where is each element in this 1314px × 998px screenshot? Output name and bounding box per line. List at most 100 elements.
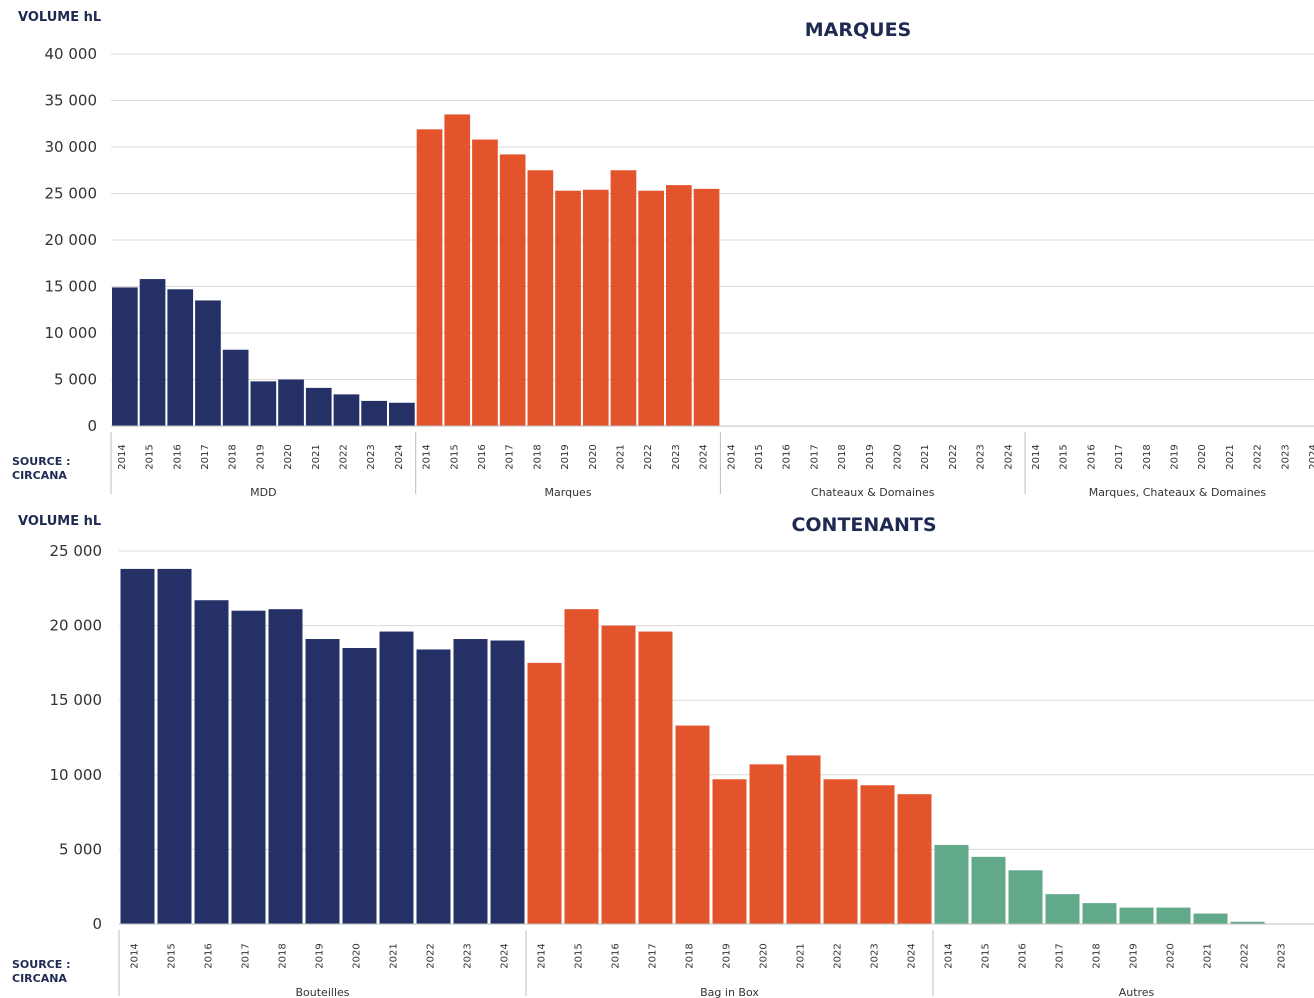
x-tick-label: 2015	[981, 943, 992, 968]
bar-autres-2015	[971, 856, 1006, 924]
y-tick-label: 25 000	[45, 185, 98, 203]
bar-marques-2016	[472, 139, 498, 426]
y-tick-label: 5 000	[54, 371, 97, 389]
x-tick-label: 2021	[1203, 943, 1214, 968]
x-tick-label: 2021	[920, 444, 931, 469]
group-label: Marques, Chateaux & Domaines	[1089, 486, 1267, 499]
x-tick-label: 2023	[463, 943, 474, 968]
x-tick-label: 2016	[1018, 943, 1029, 968]
bar-bouteilles-2022	[416, 649, 451, 924]
x-tick-label: 2016	[477, 444, 488, 469]
bar-bouteilles-2020	[342, 647, 377, 924]
bar-marques-2023	[666, 185, 692, 426]
x-tick-label: 2024	[394, 444, 405, 469]
x-tick-label: 2018	[278, 943, 289, 968]
bar-marques-2015	[444, 114, 471, 426]
x-tick-label: 2022	[426, 943, 437, 968]
bar-mdd-2021	[305, 387, 332, 426]
x-tick-label: 2014	[117, 444, 128, 469]
bar-marques-2022	[638, 190, 664, 426]
x-tick-label: 2017	[648, 943, 659, 968]
x-tick-label: 2016	[782, 444, 793, 469]
y-tick-label: 20 000	[45, 231, 98, 249]
x-tick-label: 2023	[1280, 444, 1291, 469]
y-tick-label: 20 000	[50, 617, 103, 635]
x-tick-label: 2023	[976, 444, 987, 469]
x-tick-label: 2021	[1225, 444, 1236, 469]
bar-bouteilles-2023	[453, 639, 488, 924]
x-tick-label: 2020	[588, 444, 599, 469]
group-label: Chateaux & Domaines	[811, 486, 935, 499]
y-tick-label: 5 000	[59, 840, 102, 858]
bar-mdd-2022	[333, 394, 360, 426]
x-tick-label: 2024	[699, 444, 710, 469]
x-tick-label: 2016	[611, 943, 622, 968]
bar-autres-2019	[1119, 907, 1154, 924]
x-tick-label: 2020	[759, 943, 770, 968]
x-tick-label: 2022	[948, 444, 959, 469]
bar-bag-in-box-2018	[675, 725, 710, 924]
bar-autres-2014	[934, 844, 969, 924]
chart1-title: MARQUES	[804, 19, 912, 41]
bar-bouteilles-2024	[490, 640, 525, 924]
x-tick-label: 2014	[944, 943, 955, 968]
x-tick-label: 2021	[796, 943, 807, 968]
chart2-source: SOURCE : CIRCANA	[12, 958, 71, 986]
x-tick-label: 2024	[907, 943, 918, 968]
x-tick-label: 2023	[870, 943, 881, 968]
bar-marques-2024	[693, 188, 720, 426]
x-tick-label: 2019	[722, 943, 733, 968]
group-label: Bouteilles	[296, 986, 350, 998]
y-tick-label: 10 000	[50, 766, 103, 784]
y-tick-label: 40 000	[45, 45, 98, 63]
x-tick-label: 2021	[311, 444, 322, 469]
group-label: MDD	[250, 486, 276, 499]
x-tick-label: 2014	[537, 943, 548, 968]
group-label: Bag in Box	[700, 986, 759, 998]
x-tick-label: 2019	[865, 444, 876, 469]
x-tick-label: 2015	[167, 943, 178, 968]
x-tick-label: 2015	[1059, 444, 1070, 469]
bar-bouteilles-2017	[231, 610, 266, 924]
x-tick-label: 2017	[809, 444, 820, 469]
x-tick-label: 2017	[505, 444, 516, 469]
x-tick-label: 2020	[1166, 943, 1177, 968]
chart2-source-name: CIRCANA	[12, 972, 67, 985]
x-tick-label: 2019	[1129, 943, 1140, 968]
x-tick-label: 2023	[366, 444, 377, 469]
bar-marques-2020	[582, 189, 609, 426]
bar-mdd-2017	[195, 300, 221, 426]
x-tick-label: 2019	[560, 444, 571, 469]
bar-bag-in-box-2019	[712, 779, 747, 924]
bar-bag-in-box-2023	[860, 785, 895, 924]
bar-bag-in-box-2021	[786, 755, 821, 924]
bar-mdd-2018	[222, 349, 249, 426]
x-tick-label: 2018	[532, 444, 543, 469]
x-tick-label: 2015	[754, 444, 765, 469]
chart1-source: SOURCE : CIRCANA	[12, 455, 71, 483]
x-tick-label: 2017	[1114, 444, 1125, 469]
x-tick-label: 2022	[643, 444, 654, 469]
x-tick-label: 2024	[500, 943, 511, 968]
bar-bag-in-box-2017	[638, 631, 673, 924]
bar-bag-in-box-2016	[601, 625, 636, 924]
x-tick-label: 2019	[255, 444, 266, 469]
y-tick-label: 15 000	[45, 278, 98, 296]
bar-bouteilles-2021	[379, 631, 414, 924]
x-tick-label: 2018	[1142, 444, 1153, 469]
x-tick-label: 2018	[1092, 943, 1103, 968]
bar-marques-2019	[555, 190, 581, 426]
x-tick-label: 2018	[837, 444, 848, 469]
bar-bag-in-box-2015	[564, 609, 599, 924]
x-tick-label: 2024	[1003, 444, 1014, 469]
bar-mdd-2024	[389, 402, 415, 426]
bar-mdd-2023	[361, 400, 387, 426]
x-tick-label: 2022	[1253, 444, 1264, 469]
y-tick-label: 10 000	[45, 324, 98, 342]
bar-autres-2020	[1156, 907, 1191, 924]
bar-bag-in-box-2014	[527, 662, 562, 924]
x-tick-label: 2017	[1055, 943, 1066, 968]
x-tick-label: 2021	[389, 943, 400, 968]
x-tick-label: 2020	[1197, 444, 1208, 469]
